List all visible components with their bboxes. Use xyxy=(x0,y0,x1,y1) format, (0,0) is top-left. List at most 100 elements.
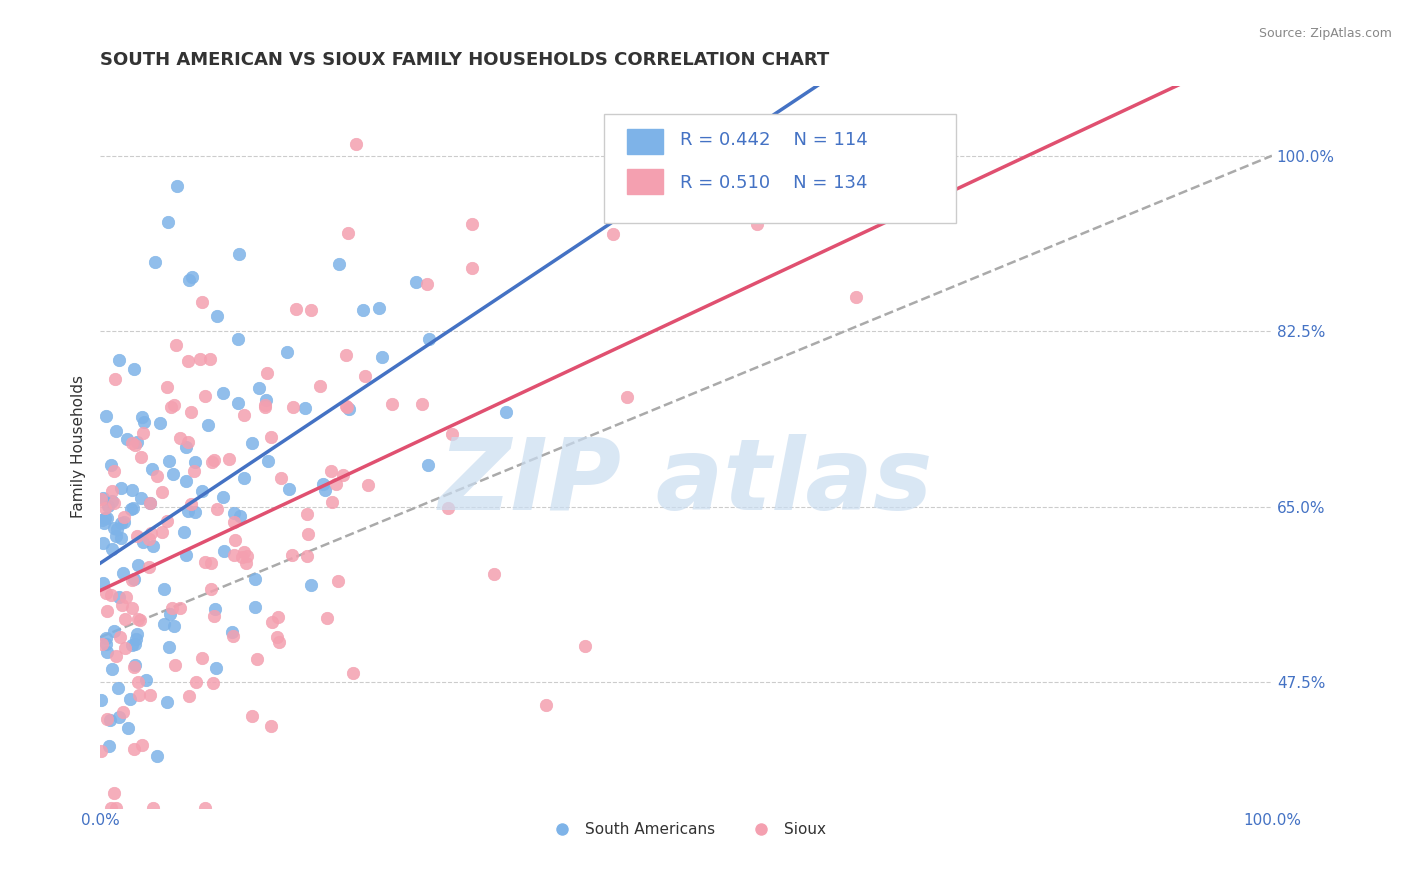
Point xyxy=(416,458,439,473)
Point xyxy=(159,640,181,654)
Point xyxy=(328,257,350,271)
Point xyxy=(100,484,122,499)
Point xyxy=(191,295,214,310)
Point xyxy=(200,556,222,570)
FancyBboxPatch shape xyxy=(605,114,956,223)
Point xyxy=(127,612,149,626)
Point xyxy=(159,607,181,621)
Point xyxy=(198,352,221,367)
Point xyxy=(101,541,124,556)
Point xyxy=(201,455,224,469)
Point xyxy=(218,451,240,466)
Point xyxy=(173,525,195,540)
Point xyxy=(139,526,162,541)
Point xyxy=(352,302,374,317)
Point xyxy=(194,389,217,403)
Point xyxy=(129,450,152,464)
Point xyxy=(115,432,138,446)
Point xyxy=(253,400,276,414)
Point xyxy=(321,495,343,509)
Point xyxy=(129,613,152,627)
Point xyxy=(114,641,136,656)
Point xyxy=(91,513,114,527)
Point xyxy=(316,611,339,625)
Point xyxy=(277,483,299,497)
Point xyxy=(254,393,277,408)
Point xyxy=(122,660,145,674)
Point xyxy=(108,590,131,604)
Point xyxy=(174,440,197,454)
Point xyxy=(276,345,298,359)
Point xyxy=(127,674,149,689)
Point xyxy=(295,508,318,522)
Point xyxy=(616,390,638,404)
Point xyxy=(240,708,263,723)
Point xyxy=(100,588,122,602)
Point xyxy=(243,572,266,586)
Point xyxy=(336,401,359,415)
Point xyxy=(411,396,433,410)
Point xyxy=(308,379,330,393)
Point xyxy=(157,454,180,468)
Point xyxy=(335,399,357,413)
Point xyxy=(229,509,252,524)
Point xyxy=(121,483,143,497)
Point xyxy=(166,178,188,193)
Point xyxy=(202,453,225,467)
Point xyxy=(243,599,266,614)
Point xyxy=(260,615,283,629)
Text: R = 0.442    N = 114: R = 0.442 N = 114 xyxy=(681,131,868,149)
Point xyxy=(299,578,322,592)
Point xyxy=(134,415,156,429)
Point xyxy=(174,474,197,488)
Point xyxy=(574,639,596,653)
Point xyxy=(204,602,226,616)
Point xyxy=(160,400,183,414)
Point xyxy=(191,483,214,498)
Point xyxy=(122,742,145,756)
Point xyxy=(337,401,360,416)
Point xyxy=(381,397,404,411)
Point xyxy=(156,215,179,229)
Point xyxy=(328,574,350,588)
Point xyxy=(222,629,245,643)
Y-axis label: Family Households: Family Households xyxy=(72,376,86,518)
Point xyxy=(121,573,143,587)
Point xyxy=(232,408,254,422)
Point xyxy=(202,676,225,690)
Point xyxy=(299,302,322,317)
Point xyxy=(163,398,186,412)
Point xyxy=(131,738,153,752)
Point xyxy=(100,801,122,815)
Point xyxy=(205,309,228,323)
Point xyxy=(125,627,148,641)
Point xyxy=(91,575,114,590)
Point xyxy=(270,471,292,485)
Point xyxy=(602,227,624,242)
Point xyxy=(222,548,245,562)
Point xyxy=(233,471,256,485)
Point xyxy=(371,351,394,365)
Point xyxy=(357,478,380,492)
Legend: South Americans, Sioux: South Americans, Sioux xyxy=(540,816,832,844)
Point xyxy=(100,458,122,472)
Point xyxy=(138,496,160,510)
Point xyxy=(103,464,125,478)
Point xyxy=(441,426,464,441)
Text: Source: ZipAtlas.com: Source: ZipAtlas.com xyxy=(1258,27,1392,40)
Point xyxy=(156,694,179,708)
Point xyxy=(202,609,225,624)
Point xyxy=(332,468,354,483)
Point xyxy=(96,510,118,524)
Point xyxy=(235,557,257,571)
Point xyxy=(233,545,256,559)
Point xyxy=(153,616,176,631)
Point xyxy=(267,609,290,624)
Point xyxy=(418,332,440,346)
Point xyxy=(256,454,278,468)
Point xyxy=(121,435,143,450)
Point xyxy=(105,529,128,543)
Point xyxy=(336,226,359,240)
Point xyxy=(240,435,263,450)
Point xyxy=(103,624,125,638)
